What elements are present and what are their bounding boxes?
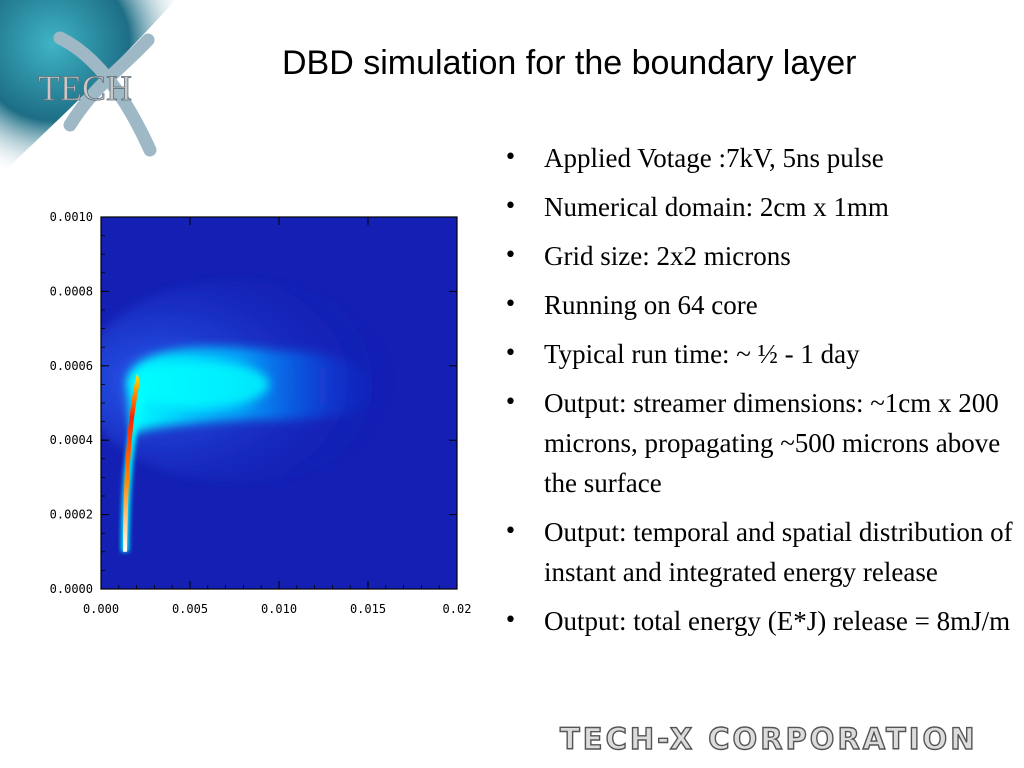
bullet-text: Output: total energy (E*J) release = 8mJ…	[544, 606, 1011, 636]
logo-text: TECH	[38, 68, 132, 108]
bullet-marker: •	[504, 292, 517, 317]
x-tick-label: 0.02	[443, 602, 472, 616]
streamer-heatmap: 0.000 0.005 0.010 0.015 0.02 0.0000 0.0002 0.00…	[50, 210, 472, 616]
bullet-text: Output: streamer dimensions: ~1cm x 200 …	[544, 388, 1001, 498]
slide-title: DBD simulation for the boundary layer	[282, 44, 857, 82]
x-tick-label: 0.005	[172, 602, 208, 616]
hot-core	[123, 373, 141, 552]
y-tick-label: 0.0000	[50, 582, 93, 596]
bullet-item: • Output: streamer dimensions: ~1cm x 200…	[504, 383, 1014, 503]
bullet-item: • Output: temporal and spatial distributi…	[504, 512, 1014, 592]
bullet-marker: •	[504, 519, 517, 544]
bullet-item: • Grid size: 2x2 microns	[504, 236, 1014, 276]
bullet-text: Typical run time: ~ ½ - 1 day	[544, 339, 860, 369]
tech-x-logo: TECH	[0, 0, 175, 175]
logo-swirl	[0, 0, 175, 175]
plume-core	[129, 360, 270, 409]
bullet-marker: •	[504, 194, 517, 219]
bullet-marker: •	[504, 243, 517, 268]
bullet-item: • Typical run time: ~ ½ - 1 day	[504, 334, 1014, 374]
bullet-marker: •	[504, 341, 517, 366]
y-tick-label: 0.0006	[50, 359, 93, 373]
bullet-text: Output: temporal and spatial distributio…	[544, 517, 1013, 587]
x-tick-label: 0.000	[83, 602, 119, 616]
x-tick-label: 0.015	[350, 602, 386, 616]
logo-x-mark	[53, 31, 157, 157]
bullet-item: • Output: total energy (E*J) release = 8m…	[504, 601, 1014, 641]
bullet-marker: •	[504, 145, 517, 170]
bullet-marker: •	[504, 390, 517, 415]
bullet-item: • Numerical domain: 2cm x 1mm	[504, 187, 1014, 227]
y-tick-label: 0.0008	[50, 284, 93, 298]
bullet-item: • Running on 64 core	[504, 285, 1014, 325]
bullet-text: Grid size: 2x2 microns	[544, 241, 791, 271]
y-tick-label: 0.0004	[50, 433, 93, 447]
bullet-marker: •	[504, 608, 517, 633]
y-tick-label: 0.0010	[50, 210, 93, 224]
y-tick-label: 0.0002	[50, 508, 93, 522]
bullet-text: Applied Votage :7kV, 5ns pulse	[544, 143, 884, 173]
footer-company-logo: TECH-X CORPORATION	[559, 721, 978, 756]
bullet-item: • Applied Votage :7kV, 5ns pulse	[504, 138, 1014, 178]
x-tick-label: 0.010	[261, 602, 297, 616]
bullet-text: Running on 64 core	[544, 290, 758, 320]
bullet-text: Numerical domain: 2cm x 1mm	[544, 192, 889, 222]
bullet-list: • Applied Votage :7kV, 5ns pulse • Numerica…	[504, 138, 1014, 650]
